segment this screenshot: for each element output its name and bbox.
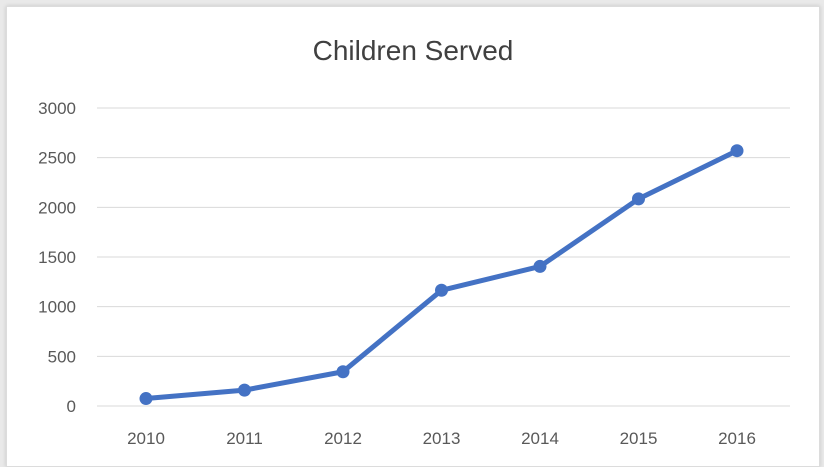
data-point	[336, 365, 350, 379]
data-point	[730, 144, 744, 158]
x-tick-label: 2011	[226, 429, 263, 448]
x-axis-ticks: 2010 2011 2012 2013 2014 2015 2016	[127, 429, 756, 448]
data-point	[533, 259, 547, 273]
y-axis-ticks: 0 500 1000 1500 2000 2500 3000	[38, 99, 76, 416]
x-tick-label: 2015	[620, 429, 658, 448]
y-tick-label: 1000	[38, 298, 76, 317]
y-tick-label: 1500	[38, 248, 76, 267]
x-tick-label: 2016	[718, 429, 756, 448]
data-point	[632, 192, 645, 206]
chart-title: Children Served	[312, 35, 514, 66]
x-tick-label: 2014	[521, 429, 559, 448]
x-tick-label: 2013	[423, 429, 461, 448]
y-tick-label: 500	[48, 347, 76, 366]
y-tick-label: 3000	[38, 99, 76, 118]
y-tick-label: 2500	[38, 149, 76, 168]
y-tick-label: 2000	[38, 198, 76, 217]
data-point	[238, 383, 251, 397]
data-point	[435, 283, 448, 297]
series-layer	[139, 144, 744, 406]
chart-card: Children Served	[6, 6, 820, 467]
data-point	[139, 392, 153, 406]
gridlines	[97, 107, 790, 407]
x-tick-label: 2010	[127, 429, 165, 448]
series-line	[143, 148, 740, 402]
y-tick-label: 0	[67, 397, 76, 416]
x-tick-label: 2012	[324, 429, 362, 448]
